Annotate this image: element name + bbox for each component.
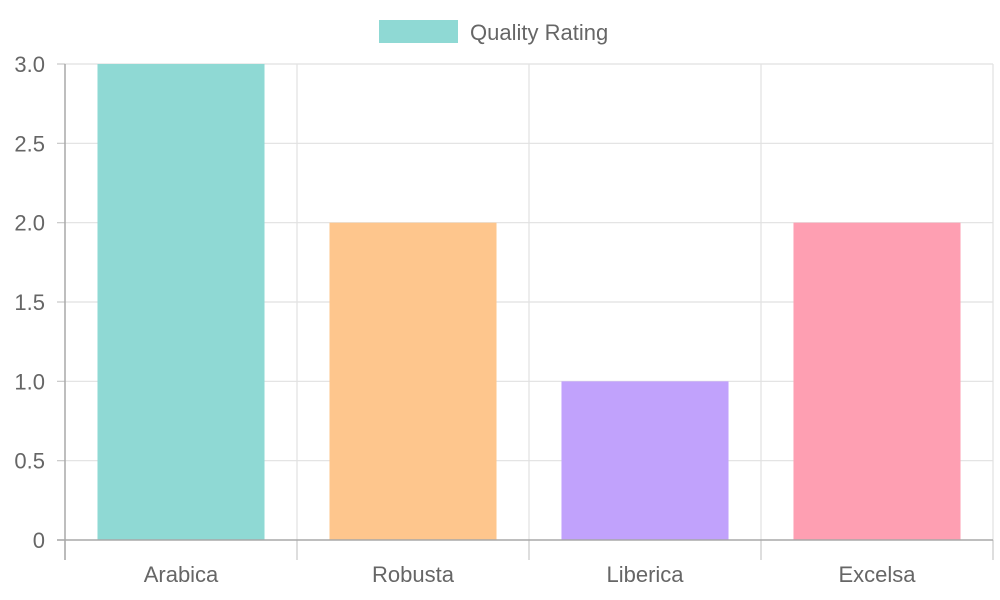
y-tick-label: 3.0 xyxy=(14,52,45,77)
x-tick-label: Robusta xyxy=(372,562,455,587)
legend-swatch xyxy=(379,20,458,43)
bars xyxy=(97,64,961,540)
x-tick-label: Excelsa xyxy=(838,562,916,587)
y-tick-label: 0 xyxy=(33,528,45,553)
bar-liberica[interactable] xyxy=(561,381,729,540)
y-tick-label: 2.5 xyxy=(14,131,45,156)
bar-robusta[interactable] xyxy=(329,222,497,540)
y-tick-label: 2.0 xyxy=(14,211,45,236)
x-tick-label: Liberica xyxy=(606,562,684,587)
y-tick-label: 1.0 xyxy=(14,369,45,394)
bar-arabica[interactable] xyxy=(97,64,265,540)
legend-label: Quality Rating xyxy=(470,20,608,45)
bar-excelsa[interactable] xyxy=(793,222,961,540)
legend[interactable]: Quality Rating xyxy=(379,20,608,45)
y-tick-label: 0.5 xyxy=(14,449,45,474)
y-tick-label: 1.5 xyxy=(14,290,45,315)
tick-labels: 0 0.5 1.0 1.5 2.0 2.5 3.0 Arabica Robusta Liberic… xyxy=(14,52,916,587)
axes xyxy=(57,63,994,560)
x-tick-label: Arabica xyxy=(144,562,219,587)
